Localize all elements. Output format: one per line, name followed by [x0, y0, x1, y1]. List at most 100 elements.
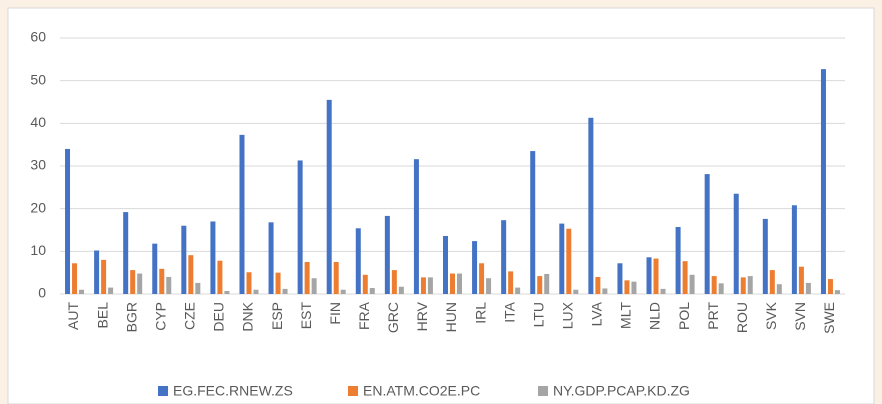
y-tick-label: 30 [30, 157, 46, 173]
bar [689, 274, 695, 294]
chart-area [7, 7, 875, 404]
legend-swatch [538, 386, 548, 396]
bar [420, 277, 426, 294]
bar [595, 276, 601, 294]
bar [443, 235, 448, 294]
bar [472, 241, 478, 294]
bar [544, 273, 550, 294]
bar [486, 278, 492, 294]
y-tick-label: 20 [30, 199, 46, 215]
bar [747, 276, 753, 294]
bar [79, 289, 85, 294]
bar [515, 287, 521, 294]
bar [479, 263, 485, 294]
y-tick-label: 60 [30, 29, 46, 45]
bar [159, 268, 165, 294]
bar [246, 272, 252, 294]
bar [101, 259, 107, 294]
legend-swatch [348, 386, 358, 396]
bar [137, 273, 143, 294]
bar [660, 288, 666, 294]
x-tick-label: SVN [792, 302, 808, 331]
bar [253, 289, 259, 294]
bar [391, 270, 397, 294]
x-tick-label: MLT [618, 302, 634, 329]
x-tick-label: SVK [763, 301, 779, 330]
bar [624, 280, 630, 294]
bar [631, 281, 637, 294]
bar [333, 262, 339, 294]
bar [94, 250, 100, 294]
x-tick-label: IRL [472, 302, 488, 324]
y-tick-label: 50 [30, 71, 46, 87]
bar [224, 291, 230, 294]
bar [457, 273, 462, 294]
bar [297, 160, 303, 294]
bar [827, 279, 833, 294]
bar [791, 205, 797, 294]
bar [239, 134, 245, 294]
bar [805, 282, 811, 294]
bar [188, 255, 194, 294]
legend-label: EN.ATM.CO2E.PC [363, 383, 480, 399]
x-tick-label: CYP [152, 302, 168, 331]
bar [413, 159, 419, 294]
x-tick-label: AUT [65, 302, 81, 330]
bar [72, 263, 78, 294]
bar [508, 271, 514, 294]
x-tick-label: EST [298, 302, 314, 330]
x-tick-label: POL [676, 302, 692, 330]
bar [65, 148, 71, 294]
bar [268, 222, 274, 294]
bar [820, 69, 826, 294]
legend-label: NY.GDP.PCAP.KD.ZG [553, 383, 690, 399]
x-tick-label: HUN [443, 302, 459, 332]
bar [166, 276, 172, 294]
bar [108, 287, 114, 294]
x-tick-label: ESP [269, 302, 285, 330]
y-tick-label: 40 [30, 114, 46, 130]
x-tick-label: BEL [94, 302, 110, 329]
x-tick-label: LTU [530, 302, 546, 327]
bar [762, 218, 768, 294]
x-tick-label: DNK [240, 301, 256, 331]
x-tick-label: BGR [123, 302, 139, 332]
bar [340, 289, 346, 294]
bar [617, 263, 623, 294]
bar [711, 276, 717, 294]
bar [588, 117, 594, 294]
bar [646, 257, 652, 294]
x-tick-label: DEU [211, 302, 227, 332]
x-tick-label: ROU [734, 302, 750, 333]
bar [181, 225, 187, 294]
x-tick-label: LVA [589, 301, 605, 326]
bar [275, 272, 281, 294]
bar [733, 193, 739, 294]
bar [152, 243, 158, 294]
y-tick-label: 0 [38, 285, 46, 301]
bar [355, 228, 361, 294]
bar [740, 277, 746, 294]
bar [369, 288, 375, 294]
bar [704, 174, 710, 294]
bar [282, 288, 288, 294]
bar [718, 283, 724, 294]
bar [195, 282, 201, 294]
bar [398, 286, 404, 294]
bar [559, 223, 565, 294]
bar [123, 212, 129, 294]
x-tick-label: HRV [414, 301, 430, 331]
bar [384, 215, 390, 294]
bar [769, 270, 775, 294]
x-tick-label: GRC [385, 302, 401, 333]
bar [304, 262, 310, 294]
legend-label: EG.FEC.RNEW.ZS [173, 383, 293, 399]
bar [573, 289, 579, 294]
bar [798, 266, 804, 294]
bar [130, 270, 136, 294]
bar [537, 276, 543, 294]
bar [566, 228, 572, 294]
x-tick-label: LUX [559, 301, 575, 329]
x-tick-label: NLD [647, 302, 663, 330]
